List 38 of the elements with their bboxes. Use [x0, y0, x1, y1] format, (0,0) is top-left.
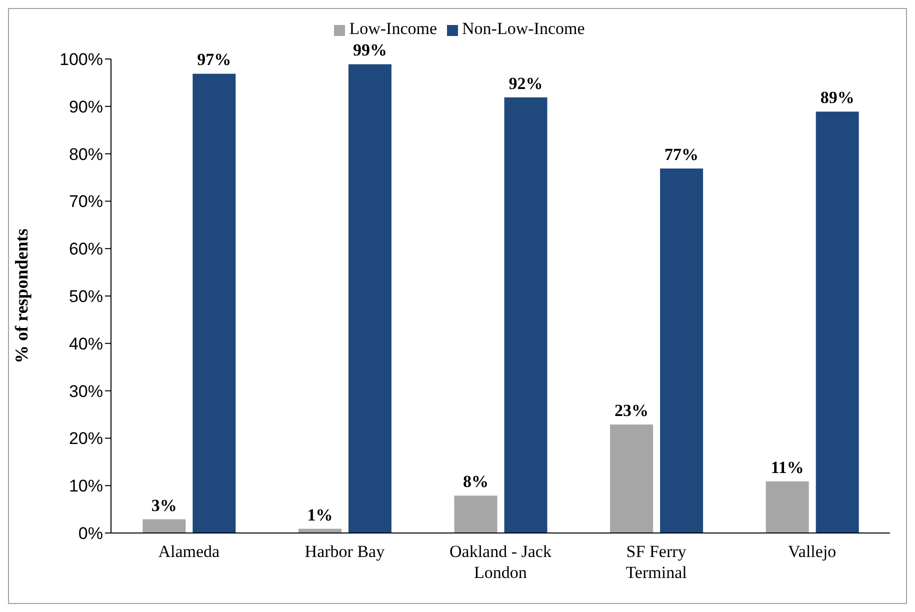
legend-label: Non-Low-Income [462, 19, 585, 38]
data-label: 11% [770, 458, 804, 477]
x-tick-label: Alameda [158, 542, 220, 561]
y-axis-title: % of respondents [11, 228, 32, 364]
data-label: 1% [307, 505, 333, 524]
bar [764, 480, 810, 533]
data-label: 99% [352, 40, 387, 60]
legend-label: Low-Income [349, 19, 438, 38]
y-tick-label: 90% [68, 97, 103, 116]
x-tick-label: Oakland - Jack London [450, 542, 552, 582]
bar [347, 63, 392, 533]
data-label: 77% [664, 145, 699, 164]
y-tick-label: 0% [78, 524, 103, 544]
bar [609, 423, 654, 533]
bar [453, 494, 498, 533]
data-label: 97% [197, 50, 232, 70]
data-label: 92% [508, 74, 543, 93]
y-tick-label: 10% [68, 476, 103, 496]
bar [814, 110, 860, 533]
y-tick-label: 30% [68, 382, 103, 401]
y-tick-label: 20% [68, 429, 103, 448]
data-label: 8% [463, 472, 489, 492]
y-tick-label: 40% [68, 334, 103, 354]
x-tick-label: Vallejo [788, 542, 836, 561]
bar [192, 72, 237, 533]
x-tick-label: Harbor Bay [304, 542, 386, 561]
y-tick-label: 100% [60, 50, 103, 70]
bar [503, 96, 548, 533]
data-label: 3% [151, 496, 177, 515]
bar [142, 518, 187, 533]
y-tick-label: 50% [68, 287, 103, 306]
data-label: 23% [614, 400, 649, 420]
y-tick-label: 60% [68, 240, 103, 259]
bar [659, 168, 704, 533]
x-tick-label: SF Ferry Terminal [626, 542, 688, 582]
y-tick-label: 70% [68, 192, 103, 212]
data-label: 89% [820, 88, 854, 108]
y-tick-label: 80% [68, 144, 103, 164]
